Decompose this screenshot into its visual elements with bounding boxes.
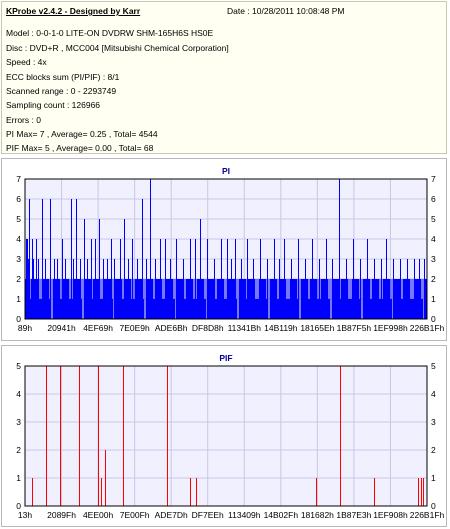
pif-x-tick-label: 226B1Fh <box>410 510 445 520</box>
pi-y-tick-right: 1 <box>431 294 436 304</box>
pi-y-tick-right: 5 <box>431 214 436 224</box>
pif-chart-panel: 0 0 1 1 2 2 3 3 4 4 5 5 13h 2089Fh 4EE00h 7E00Fh ADE7Dh D… <box>1 345 447 527</box>
pi-plot-frame <box>24 178 428 320</box>
pi-x-tick-label: 7E0E9h <box>120 323 151 333</box>
pif-plot-area <box>25 366 427 506</box>
pif-y-tick-left: 4 <box>16 389 21 399</box>
pi-y-tick-left: 1 <box>16 294 21 304</box>
scan-date: Date : 10/28/2011 10:08:48 PM <box>227 6 345 16</box>
pi-y-tick-left: 7 <box>16 174 21 184</box>
pif-chart-title: PIF <box>219 353 232 363</box>
info-speed: Speed : 4x <box>6 57 47 67</box>
pif-x-tick-label: 1EF908h <box>373 510 408 520</box>
pi-y-tick-left: 3 <box>16 254 21 264</box>
pif-x-tick-label: 113409h <box>228 510 261 520</box>
pif-x-tick-label: 1B87E3h <box>336 510 371 520</box>
pi-y-tick-right: 7 <box>431 174 436 184</box>
info-ecc-blocks: ECC blocks sum (PI/PIF) : 8/1 <box>6 72 120 82</box>
pi-y-tick-right: 6 <box>431 194 436 204</box>
info-pif-summary: PIF Max= 5 , Average= 0.00 , Total= 68 <box>6 143 154 153</box>
pi-chart-panel: 0 0 1 1 2 2 3 3 4 4 5 5 6 6 7 7 89h 20941h 4EF69h 7E0E9h ADE… <box>1 158 447 341</box>
app-title: KProbe v2.4.2 - Designed by Karr <box>6 6 141 16</box>
pi-x-tick-label: 226B1Fh <box>410 323 445 333</box>
pi-x-tick-label: 1EF998h <box>373 323 408 333</box>
info-model: Model : 0-0-1-0 LITE-ON DVDRW SHM-165H6S… <box>6 28 214 38</box>
pif-y-tick-right: 2 <box>431 445 436 455</box>
pif-y-tick-right: 0 <box>431 501 436 511</box>
pi-baseline-bars <box>25 279 427 319</box>
info-panel: KProbe v2.4.2 - Designed by Karr Date : … <box>1 1 447 154</box>
pif-chart: 0 0 1 1 2 2 3 3 4 4 5 5 13h 2089Fh 4EE00h 7E00Fh ADE7Dh D… <box>16 353 445 520</box>
pif-y-tick-right: 4 <box>431 389 436 399</box>
pi-y-tick-left: 5 <box>16 214 21 224</box>
pi-x-tick-label: 1B87F5h <box>337 323 372 333</box>
info-sampling-count: Sampling count : 126966 <box>6 100 101 110</box>
pi-y-tick-left: 4 <box>16 234 21 244</box>
pi-x-tick-label: 18165Eh <box>300 323 334 333</box>
pi-y-tick-left: 6 <box>16 194 21 204</box>
pif-y-tick-left: 0 <box>16 501 21 511</box>
pif-x-tick-label: 7E00Fh <box>120 510 150 520</box>
pif-y-tick-left: 5 <box>16 361 21 371</box>
pi-x-tick-label: 4EF69h <box>83 323 113 333</box>
pif-x-tick-label: DF7EEh <box>192 510 224 520</box>
pi-chart: 0 0 1 1 2 2 3 3 4 4 5 5 6 6 7 7 89h 20941h 4EF69h 7E0E9h ADE… <box>16 166 445 333</box>
info-errors: Errors : 0 <box>6 115 41 125</box>
pif-plot-frame <box>24 365 428 507</box>
pi-y-tick-right: 0 <box>431 314 436 324</box>
pif-x-tick-label: 14B02Fh <box>264 510 299 520</box>
pi-x-tick-label: 89h <box>18 323 32 333</box>
info-pi-summary: PI Max= 7 , Average= 0.25 , Total= 4544 <box>6 129 158 139</box>
pi-x-tick-label: ADE6Bh <box>155 323 188 333</box>
pi-y-tick-right: 2 <box>431 274 436 284</box>
pif-y-tick-right: 5 <box>431 361 436 371</box>
pi-x-tick-label: 14B119h <box>264 323 298 333</box>
pif-x-tick-label: 13h <box>18 510 32 520</box>
pi-x-tick-label: DF8D8h <box>192 323 224 333</box>
info-disc: Disc : DVD+R , MCC004 [Mitsubishi Chemic… <box>6 43 229 53</box>
pif-y-tick-left: 1 <box>16 473 21 483</box>
pi-y-tick-left: 2 <box>16 274 21 284</box>
pi-chart-title: PI <box>222 166 230 176</box>
pif-x-tick-label: ADE7Dh <box>155 510 188 520</box>
pif-y-tick-right: 1 <box>431 473 436 483</box>
pif-x-tick-label: 4EE00h <box>83 510 114 520</box>
pif-x-tick-label: 2089Fh <box>47 510 76 520</box>
pif-y-tick-left: 2 <box>16 445 21 455</box>
pi-y-tick-left: 0 <box>16 314 21 324</box>
pif-y-tick-right: 3 <box>431 417 436 427</box>
pi-y-tick-right: 4 <box>431 234 436 244</box>
pif-x-tick-label: 181682h <box>301 510 334 520</box>
pi-x-tick-label: 20941h <box>47 323 76 333</box>
pi-x-tick-label: 11341Bh <box>228 323 262 333</box>
info-scanned-range: Scanned range : 0 - 2293749 <box>6 86 117 96</box>
pi-y-tick-right: 3 <box>431 254 436 264</box>
pif-y-tick-left: 3 <box>16 417 21 427</box>
